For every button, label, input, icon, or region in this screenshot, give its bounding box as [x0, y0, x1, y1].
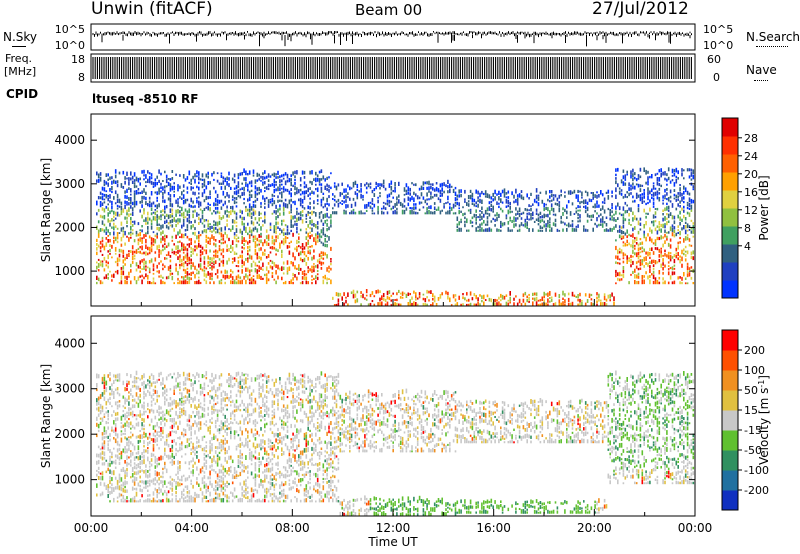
velocity-colorbar-segment: [722, 390, 738, 411]
velocity-colorbar-segment: [722, 350, 738, 371]
nsky-left-tick-top: 10^5: [55, 23, 85, 36]
freq-panel-frame: [90, 53, 696, 83]
time-axis-label: 12:00: [376, 521, 411, 535]
velocity-colorbar-segment: [722, 370, 738, 391]
cpid-text: ltuseq -8510 RF: [92, 92, 199, 106]
nave-label: Nave: [746, 63, 777, 77]
velocity-ylabel: Slant Range [km]: [39, 364, 53, 468]
power-colorbar-segment: [722, 172, 738, 191]
power-ytick-label: 4000: [54, 133, 85, 147]
power-colorbar-label: 16: [744, 186, 758, 199]
velocity-colorbar-title: Velocity [m s-1]: [757, 375, 771, 465]
power-colorbar-label: 12: [744, 204, 758, 217]
freq-left-tick-top: 18: [71, 53, 85, 66]
velocity-colorbar-label: -50: [744, 444, 762, 457]
velocity-ytick-label: 3000: [54, 382, 85, 396]
power-ytick-label: 3000: [54, 177, 85, 191]
freq-trace: [92, 57, 692, 79]
time-axis-title: Time UT: [367, 535, 418, 549]
nsearch-label: N.Search: [746, 30, 800, 44]
power-colorbar-label: 24: [744, 150, 758, 163]
velocity-colorbar-label: 200: [744, 344, 765, 357]
power-colorbar-frame: [721, 117, 739, 299]
freq-right-tick-bottom: 0: [713, 71, 720, 84]
velocity-colorbar-segment: [722, 410, 738, 431]
power-colorbar-segment: [722, 244, 738, 263]
velocity-colorbar-segment: [722, 470, 738, 491]
power-colorbar-segment: [722, 226, 738, 245]
power-colorbar-label: 20: [744, 168, 758, 181]
power-ytick-label: 1000: [54, 264, 85, 278]
freq-label: Freq.: [5, 52, 33, 65]
nsky-label: N.Sky: [3, 30, 38, 44]
velocity-ytick-label: 4000: [54, 336, 85, 350]
freq-left-tick-bottom: 8: [78, 71, 85, 84]
header-beam: Beam 00: [355, 1, 423, 19]
velocity-colorbar-segment: [722, 450, 738, 471]
nsearch-dotline: [756, 46, 788, 47]
power-colorbar-segment: [722, 280, 738, 299]
power-colorbar-segment: [722, 136, 738, 155]
power-colorbar-label: 4: [744, 240, 751, 253]
velocity-colorbar-segment: [722, 490, 738, 511]
power-colorbar-segment: [722, 208, 738, 227]
nsky-left-tick-bottom: 10^0: [55, 39, 85, 52]
time-axis-label: 00:00: [678, 521, 713, 535]
velocity-colorbar-label: -15: [744, 424, 762, 437]
time-axis-label: 20:00: [577, 521, 612, 535]
power-ytick-label: 2000: [54, 220, 85, 234]
nsky-panel-frame: [90, 23, 696, 51]
header-station: Unwin (fitACF): [91, 0, 213, 19]
velocity-unit-close: ]: [757, 375, 771, 380]
nave-dotline: [754, 80, 768, 81]
velocity-colorbar-label: 15: [744, 404, 758, 417]
freq-unit-label: [MHz]: [4, 65, 37, 78]
power-colorbar-segment: [722, 118, 738, 137]
nsky-trace: [92, 31, 692, 47]
velocity-ytick-label: 2000: [54, 427, 85, 441]
nsky-right-tick-top: 10^5: [703, 23, 733, 36]
time-axis-label: 04:00: [174, 521, 209, 535]
power-echo-field: [96, 167, 695, 306]
velocity-colorbar-label: -200: [744, 484, 769, 497]
nsky-label-underline: [12, 46, 26, 47]
time-axis-label: 08:00: [275, 521, 310, 535]
velocity-colorbar-segment: [722, 430, 738, 451]
power-colorbar-label: 28: [744, 132, 758, 145]
time-axis-label: 00:00: [74, 521, 109, 535]
velocity-unit-exponent: -1: [757, 380, 766, 388]
freq-right-tick-top: 60: [707, 53, 721, 66]
power-colorbar-segment: [722, 262, 738, 281]
power-colorbar-title: Power [dB]: [757, 175, 771, 240]
velocity-colorbar-label: 50: [744, 384, 758, 397]
velocity-ytick-label: 1000: [54, 473, 85, 487]
velocity-colorbar-label: -100: [744, 464, 769, 477]
power-ylabel: Slant Range [km]: [39, 158, 53, 262]
cpid-label: CPID: [6, 87, 39, 101]
velocity-colorbar-label: 100: [744, 364, 765, 377]
velocity-colorbar-segment: [722, 330, 738, 351]
velocity-colorbar-frame: [721, 329, 739, 511]
nsky-right-tick-bottom: 10^0: [703, 39, 733, 52]
header-date: 27/Jul/2012: [592, 0, 689, 19]
power-colorbar-segment: [722, 190, 738, 209]
time-axis-label: 16:00: [476, 521, 511, 535]
velocity-echo-field: [96, 370, 695, 516]
power-colorbar-segment: [722, 154, 738, 173]
power-colorbar-label: 8: [744, 222, 751, 235]
